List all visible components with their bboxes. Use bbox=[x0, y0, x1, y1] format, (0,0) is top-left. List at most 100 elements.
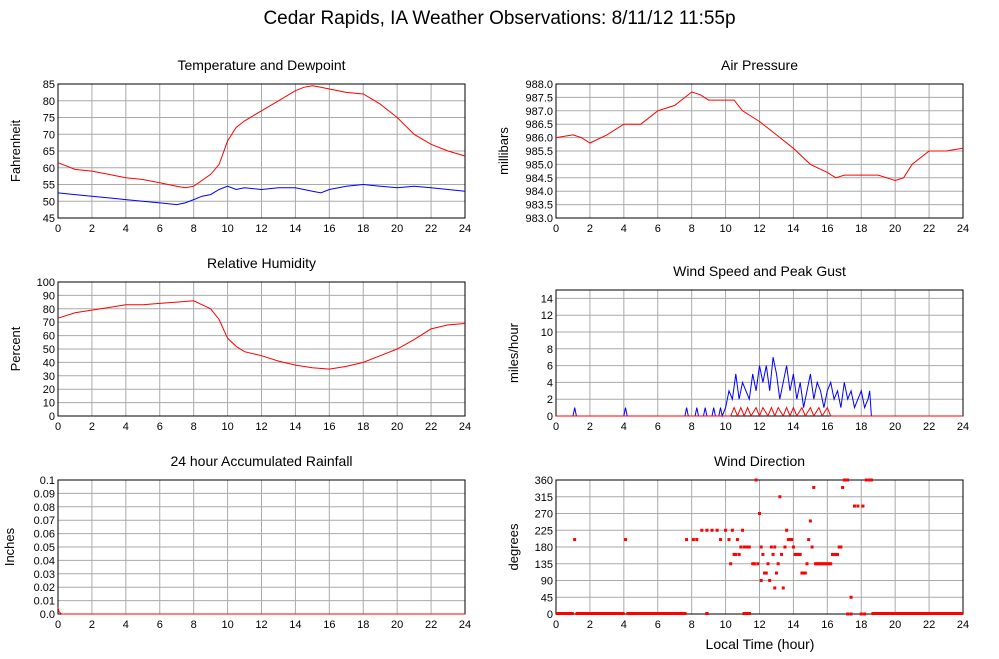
y-tick-label: 80 bbox=[43, 304, 55, 316]
y-axis-label: degrees bbox=[506, 523, 521, 570]
y-tick-label: 75 bbox=[43, 113, 55, 125]
x-tick-label: 4 bbox=[621, 421, 627, 433]
direction-point bbox=[685, 538, 689, 542]
direction-point bbox=[754, 478, 758, 482]
x-tick-label: 2 bbox=[587, 619, 593, 631]
chart-title: Air Pressure bbox=[721, 57, 798, 73]
direction-point bbox=[836, 552, 840, 556]
x-tick-label: 16 bbox=[821, 619, 833, 631]
y-tick-label: 50 bbox=[43, 196, 55, 208]
direction-point bbox=[724, 528, 728, 532]
x-tick-label: 18 bbox=[357, 223, 369, 235]
y-tick-label: 45 bbox=[541, 592, 553, 604]
direction-point bbox=[815, 562, 819, 566]
x-tick-label: 24 bbox=[459, 223, 471, 235]
direction-point bbox=[780, 552, 784, 556]
x-tick-label: 14 bbox=[289, 619, 301, 631]
direction-point bbox=[810, 545, 814, 549]
y-tick-label: 65 bbox=[43, 146, 55, 158]
x-tick-label: 4 bbox=[123, 619, 129, 631]
direction-point bbox=[773, 586, 777, 590]
direction-point bbox=[715, 528, 719, 532]
y-tick-label: 0.07 bbox=[34, 515, 55, 527]
direction-point bbox=[844, 478, 848, 482]
x-tick-label: 12 bbox=[753, 619, 765, 631]
x-tick-label: 16 bbox=[323, 223, 335, 235]
chart-title: 24 hour Accumulated Rainfall bbox=[170, 453, 352, 469]
direction-point bbox=[783, 545, 787, 549]
direction-point bbox=[759, 545, 763, 549]
direction-point bbox=[812, 485, 816, 489]
direction-point bbox=[822, 562, 826, 566]
x-tick-label: 6 bbox=[655, 421, 661, 433]
direction-point bbox=[795, 552, 799, 556]
x-tick-label: 24 bbox=[957, 619, 969, 631]
x-tick-label: 24 bbox=[957, 421, 969, 433]
direction-point bbox=[747, 545, 751, 549]
y-tick-label: 988.0 bbox=[525, 79, 553, 91]
y-tick-label: 225 bbox=[535, 525, 553, 537]
y-tick-label: 985.5 bbox=[525, 146, 553, 158]
direction-point bbox=[705, 528, 709, 532]
x-tick-label: 2 bbox=[89, 619, 95, 631]
y-tick-label: 0 bbox=[547, 609, 553, 621]
y-tick-label: 0.04 bbox=[34, 555, 55, 567]
direction-point bbox=[830, 552, 834, 556]
x-tick-label: 22 bbox=[425, 619, 437, 631]
x-tick-label: 10 bbox=[221, 223, 233, 235]
x-tick-label: 24 bbox=[957, 223, 969, 235]
x-tick-label: 22 bbox=[425, 421, 437, 433]
y-tick-label: 0.03 bbox=[34, 569, 55, 581]
y-tick-label: 270 bbox=[535, 509, 553, 521]
direction-point bbox=[861, 504, 865, 508]
y-tick-label: 50 bbox=[43, 344, 55, 356]
x-tick-label: 10 bbox=[719, 421, 731, 433]
y-tick-label: 986.0 bbox=[525, 133, 553, 145]
direction-point bbox=[573, 538, 577, 542]
x-tick-label: 12 bbox=[753, 421, 765, 433]
y-tick-label: 100 bbox=[37, 277, 55, 289]
direction-point bbox=[841, 485, 845, 489]
direction-point bbox=[793, 552, 797, 556]
y-tick-label: 10 bbox=[43, 398, 55, 410]
y-tick-label: 55 bbox=[43, 180, 55, 192]
y-tick-label: 985.0 bbox=[525, 159, 553, 171]
direction-point bbox=[700, 528, 704, 532]
direction-point bbox=[825, 562, 829, 566]
x-tick-label: 2 bbox=[89, 223, 95, 235]
y-tick-label: 45 bbox=[43, 213, 55, 225]
direction-point bbox=[829, 562, 833, 566]
direction-point bbox=[746, 545, 750, 549]
y-tick-label: 0.08 bbox=[34, 502, 55, 514]
x-tick-label: 22 bbox=[425, 223, 437, 235]
direction-point bbox=[729, 562, 733, 566]
direction-point bbox=[741, 528, 745, 532]
y-tick-label: 360 bbox=[535, 475, 553, 487]
x-tick-label: 20 bbox=[889, 223, 901, 235]
direction-point bbox=[759, 579, 763, 582]
x-tick-label: 16 bbox=[323, 421, 335, 433]
x-tick-label: 6 bbox=[157, 421, 163, 433]
direction-point bbox=[849, 612, 853, 616]
series-line-2 bbox=[556, 406, 963, 418]
x-tick-label: 22 bbox=[923, 619, 935, 631]
direction-point bbox=[774, 571, 778, 575]
direction-point bbox=[691, 538, 695, 542]
y-tick-label: 987.0 bbox=[525, 106, 553, 118]
direction-point bbox=[846, 478, 850, 482]
x-tick-label: 0 bbox=[553, 223, 559, 235]
direction-point bbox=[837, 545, 841, 549]
direction-point bbox=[739, 545, 743, 549]
direction-point bbox=[744, 545, 748, 549]
direction-point bbox=[761, 552, 765, 556]
series-line-1 bbox=[57, 300, 466, 370]
direction-point bbox=[763, 571, 767, 575]
y-tick-label: 0.09 bbox=[34, 488, 55, 500]
direction-point bbox=[802, 571, 806, 575]
y-tick-label: 14 bbox=[541, 293, 553, 305]
y-tick-label: 135 bbox=[535, 559, 553, 571]
direction-point bbox=[803, 571, 807, 575]
y-tick-label: 12 bbox=[541, 310, 553, 322]
direction-point bbox=[781, 586, 785, 590]
